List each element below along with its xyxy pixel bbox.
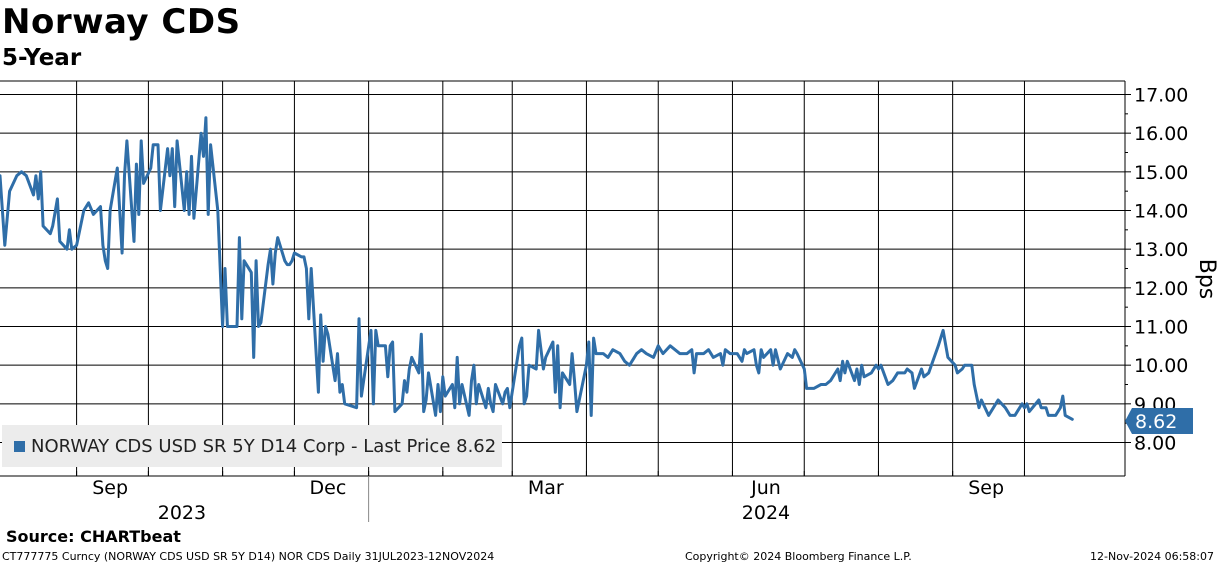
footer-copyright: Copyright© 2024 Bloomberg Finance L.P. bbox=[685, 550, 912, 563]
x-year-label: 2023 bbox=[158, 502, 206, 524]
chart-subtitle: 5-Year bbox=[2, 45, 82, 71]
last-price-value: 8.62 bbox=[1135, 411, 1177, 433]
legend-swatch bbox=[14, 441, 25, 452]
y-axis-label: Bps bbox=[1194, 259, 1219, 300]
grid-lines bbox=[0, 80, 1125, 476]
y-tick-label: 15.00 bbox=[1134, 162, 1188, 184]
y-tick-label: 13.00 bbox=[1134, 239, 1188, 261]
y-axis: 8.009.0010.0011.0012.0013.0014.0015.0016… bbox=[1124, 81, 1188, 476]
last-price-badge: 8.62 bbox=[1125, 408, 1193, 434]
x-tick-label: Sep bbox=[968, 477, 1004, 499]
chart-title: Norway CDS bbox=[2, 2, 241, 42]
series-group bbox=[0, 116, 1074, 421]
series-line bbox=[0, 116, 1074, 421]
x-axis: Sep Dec Mar Jun Sep 2023 2024 bbox=[0, 471, 1125, 524]
x-tick-label: Sep bbox=[92, 477, 128, 499]
x-tick-label: Jun bbox=[750, 477, 781, 499]
footer-timestamp: 12-Nov-2024 06:58:07 bbox=[1090, 550, 1215, 563]
y-tick-label: 12.00 bbox=[1134, 278, 1188, 300]
legend-label: NORWAY CDS USD SR 5Y D14 Corp - Last Pri… bbox=[31, 436, 497, 457]
legend: NORWAY CDS USD SR 5Y D14 Corp - Last Pri… bbox=[2, 425, 502, 467]
y-tick-label: 17.00 bbox=[1134, 85, 1188, 107]
x-tick-label: Mar bbox=[528, 477, 564, 499]
y-tick-label: 11.00 bbox=[1134, 317, 1188, 339]
y-tick-label: 10.00 bbox=[1134, 355, 1188, 377]
footer-ticker: CT777775 Curncy (NORWAY CDS USD SR 5Y D1… bbox=[2, 550, 495, 563]
x-tick-label: Dec bbox=[310, 477, 347, 499]
y-tick-label: 16.00 bbox=[1134, 123, 1188, 145]
x-year-label: 2024 bbox=[742, 502, 790, 524]
y-tick-label: 8.00 bbox=[1134, 433, 1176, 455]
source-note: Source: CHARTbeat bbox=[6, 527, 181, 546]
y-tick-label: 14.00 bbox=[1134, 201, 1188, 223]
last-price-badge-shape bbox=[1125, 408, 1193, 434]
